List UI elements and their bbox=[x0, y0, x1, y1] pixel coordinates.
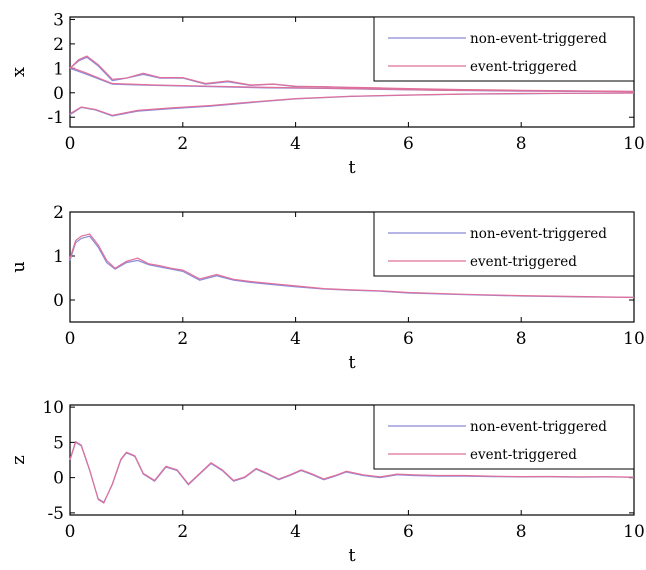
x-tick-label: 6 bbox=[403, 329, 414, 349]
y-tick-label: 0 bbox=[53, 84, 64, 104]
legend: non-event-triggered event-triggered bbox=[373, 404, 635, 470]
x-tick-label: 2 bbox=[177, 522, 188, 542]
x-tick-label: 10 bbox=[623, 329, 645, 349]
x-tick-label: 6 bbox=[403, 522, 414, 542]
x-tick-label: 8 bbox=[516, 329, 527, 349]
series-line bbox=[69, 55, 635, 92]
y-tick-label: -1 bbox=[47, 108, 64, 128]
legend-label: event-triggered bbox=[470, 447, 577, 463]
x-tick-label: 0 bbox=[65, 522, 76, 542]
legend-box bbox=[373, 16, 635, 82]
series-line bbox=[69, 233, 635, 298]
y-tick-label: 0 bbox=[53, 469, 64, 489]
y-tick-label: 1 bbox=[53, 247, 64, 267]
legend-box bbox=[373, 404, 635, 470]
x-axis-label: t bbox=[348, 157, 356, 178]
y-axis-label: u bbox=[8, 261, 29, 273]
y-axis-label: z bbox=[8, 455, 29, 464]
series-line bbox=[69, 66, 635, 93]
x-tick-label: 2 bbox=[177, 329, 188, 349]
x-tick-label: 10 bbox=[623, 134, 645, 154]
legend: non-event-triggered event-triggered bbox=[373, 16, 635, 82]
x-tick-label: 6 bbox=[403, 134, 414, 154]
legend-box bbox=[373, 211, 635, 277]
legend-label: event-triggered bbox=[470, 254, 577, 270]
series-line bbox=[69, 440, 635, 504]
x-tick-label: 10 bbox=[623, 522, 645, 542]
x-tick-label: 4 bbox=[290, 134, 301, 154]
y-tick-label: 0 bbox=[53, 291, 64, 311]
z-plot: 0 2 4 6 8 10-50510tznon-event-triggeredevent-… bbox=[8, 398, 645, 566]
y-tick-label: 5 bbox=[53, 433, 64, 453]
x-tick-label: 8 bbox=[516, 522, 527, 542]
series-line bbox=[69, 92, 635, 116]
y-tick-label: 3 bbox=[53, 10, 64, 30]
x-tick-label: 2 bbox=[177, 134, 188, 154]
x-tick-label: 4 bbox=[290, 522, 301, 542]
legend: non-event-triggered event-triggered bbox=[373, 211, 635, 277]
y-tick-label: 2 bbox=[53, 35, 64, 55]
legend-label: event-triggered bbox=[470, 59, 577, 75]
y-tick-label: 2 bbox=[53, 203, 64, 223]
y-tick-label: 1 bbox=[53, 59, 64, 79]
x-tick-label: 0 bbox=[65, 329, 76, 349]
legend-label: non-event-triggered bbox=[470, 419, 607, 435]
x-plot: 0 2 4 6 8 10-10123txnon-event-triggeredevent-… bbox=[8, 10, 645, 178]
u-plot: 0 2 4 6 8 10 0 1 2 t u non-event-triggered event-tri… bbox=[8, 203, 645, 373]
y-tick-label: -5 bbox=[47, 504, 64, 524]
legend-label: non-event-triggered bbox=[470, 31, 607, 47]
y-axis-label: x bbox=[8, 67, 29, 77]
x-axis-label: t bbox=[348, 545, 356, 566]
x-tick-label: 0 bbox=[65, 134, 76, 154]
y-tick-label: 10 bbox=[42, 398, 64, 418]
legend-label: non-event-triggered bbox=[470, 226, 607, 242]
x-axis-label: t bbox=[348, 352, 356, 373]
x-tick-label: 4 bbox=[290, 329, 301, 349]
x-tick-label: 8 bbox=[516, 134, 527, 154]
